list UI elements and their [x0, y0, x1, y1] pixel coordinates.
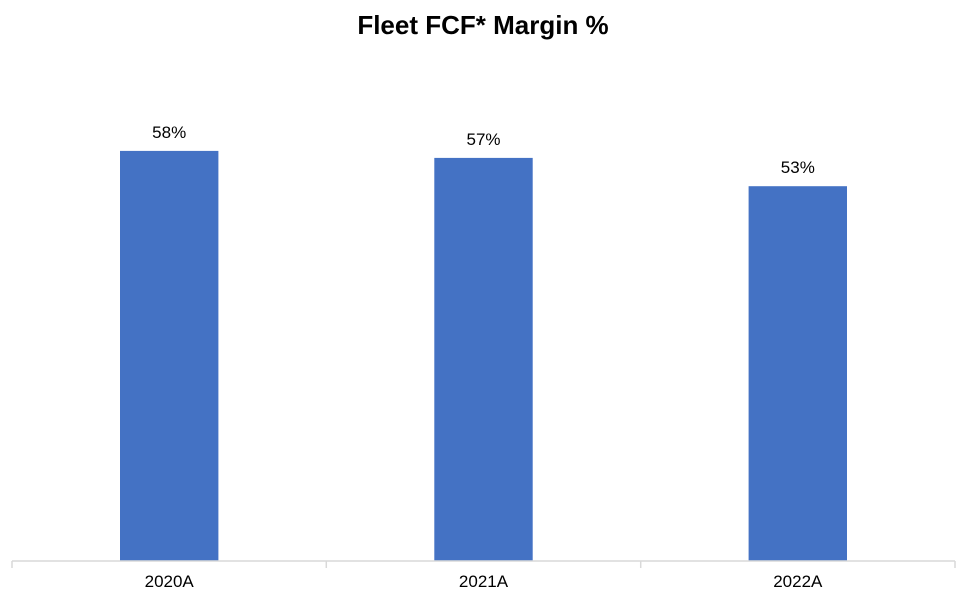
data-label-2022A: 53% — [781, 158, 815, 177]
bar-2022A — [748, 186, 847, 561]
tick-label-2020A: 2020A — [145, 572, 195, 591]
bar-2021A — [434, 157, 533, 561]
bars-group — [120, 150, 847, 561]
tick-label-2022A: 2022A — [773, 572, 823, 591]
bar-2020A — [120, 150, 219, 561]
data-label-2020A: 58% — [152, 123, 186, 142]
data-label-2021A: 57% — [466, 130, 500, 149]
x-axis-tick-labels: 2020A 2021A 2022A — [145, 572, 823, 591]
data-labels-group: 58% 57% 53% — [152, 123, 815, 177]
tick-label-2021A: 2021A — [459, 572, 509, 591]
x-axis-ticks — [11, 561, 956, 568]
chart-title: Fleet FCF* Margin % — [357, 10, 608, 40]
